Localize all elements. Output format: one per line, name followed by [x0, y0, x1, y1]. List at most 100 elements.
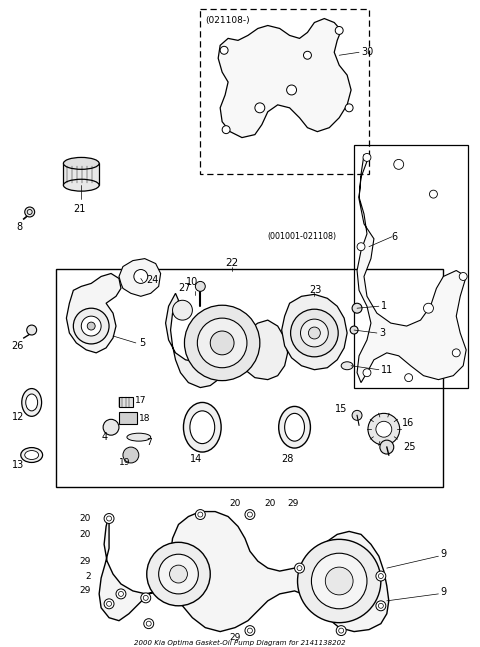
Circle shape	[184, 305, 260, 380]
Circle shape	[104, 514, 114, 523]
Text: 30: 30	[361, 47, 373, 58]
Circle shape	[159, 554, 198, 594]
Circle shape	[380, 440, 394, 454]
Circle shape	[169, 565, 187, 583]
Text: 29: 29	[288, 499, 299, 508]
Circle shape	[210, 331, 234, 355]
Circle shape	[352, 410, 362, 421]
Bar	[57, 269, 444, 487]
Circle shape	[376, 421, 392, 437]
Circle shape	[345, 104, 353, 112]
Text: 21: 21	[73, 204, 86, 214]
Text: 14: 14	[190, 454, 203, 464]
Circle shape	[430, 190, 437, 198]
Text: 24: 24	[146, 276, 158, 285]
Circle shape	[290, 309, 338, 356]
Circle shape	[195, 281, 205, 291]
Text: 10: 10	[186, 278, 199, 287]
Circle shape	[336, 626, 346, 635]
Circle shape	[309, 327, 320, 339]
Circle shape	[352, 303, 362, 313]
Text: 29: 29	[80, 556, 91, 565]
Circle shape	[405, 374, 413, 382]
Ellipse shape	[21, 448, 43, 463]
Circle shape	[25, 207, 35, 217]
Ellipse shape	[127, 433, 151, 441]
Text: 6: 6	[392, 232, 398, 242]
Text: 16: 16	[402, 418, 414, 428]
Ellipse shape	[285, 413, 304, 441]
Circle shape	[363, 153, 371, 161]
Circle shape	[298, 540, 381, 622]
Text: 12: 12	[12, 412, 24, 422]
Text: 2000 Kia Optima Gasket-Oil Pump Diagram for 2141138202: 2000 Kia Optima Gasket-Oil Pump Diagram …	[134, 639, 346, 646]
Circle shape	[222, 126, 230, 134]
Text: 13: 13	[12, 460, 24, 470]
Polygon shape	[218, 19, 351, 138]
Ellipse shape	[190, 411, 215, 444]
Polygon shape	[166, 293, 288, 388]
Text: 23: 23	[310, 285, 322, 295]
Circle shape	[303, 51, 312, 60]
Circle shape	[357, 243, 365, 250]
Text: 15: 15	[335, 404, 347, 414]
Circle shape	[147, 542, 210, 606]
Bar	[63, 164, 99, 185]
Text: 3: 3	[379, 328, 385, 338]
Circle shape	[87, 322, 95, 330]
Polygon shape	[66, 274, 121, 353]
Text: 20: 20	[80, 530, 91, 539]
Bar	[200, 8, 369, 174]
Text: 29: 29	[229, 633, 241, 642]
Circle shape	[300, 319, 328, 347]
Ellipse shape	[183, 402, 221, 452]
Text: 28: 28	[281, 454, 294, 464]
Text: 25: 25	[404, 442, 416, 452]
Circle shape	[197, 318, 247, 367]
Circle shape	[459, 272, 467, 280]
Polygon shape	[99, 512, 389, 631]
Circle shape	[81, 316, 101, 336]
Circle shape	[195, 510, 205, 520]
Circle shape	[123, 447, 139, 463]
Text: 9: 9	[440, 587, 446, 597]
Ellipse shape	[341, 362, 353, 369]
Text: 18: 18	[139, 414, 150, 423]
Circle shape	[350, 326, 358, 334]
Circle shape	[312, 553, 367, 609]
Text: 11: 11	[381, 365, 393, 375]
Circle shape	[368, 413, 400, 445]
Text: 26: 26	[12, 341, 24, 351]
Text: 20: 20	[265, 499, 276, 508]
Text: 22: 22	[225, 258, 239, 268]
Circle shape	[220, 47, 228, 54]
Text: 19: 19	[119, 459, 131, 468]
Circle shape	[134, 270, 148, 283]
Text: 5: 5	[139, 338, 145, 348]
Ellipse shape	[63, 179, 99, 191]
Circle shape	[245, 510, 255, 520]
Text: 9: 9	[440, 549, 446, 559]
Ellipse shape	[22, 389, 42, 416]
Circle shape	[255, 103, 265, 113]
Circle shape	[452, 349, 460, 356]
Text: 20: 20	[80, 514, 91, 523]
Circle shape	[423, 303, 433, 313]
Text: 27: 27	[179, 283, 191, 293]
Circle shape	[73, 308, 109, 344]
Text: (001001-021108): (001001-021108)	[268, 232, 337, 241]
Bar	[354, 144, 468, 388]
Ellipse shape	[25, 450, 38, 459]
Circle shape	[376, 571, 386, 581]
Bar	[119, 397, 133, 408]
Bar	[119, 412, 137, 424]
Text: 29: 29	[80, 586, 91, 595]
Text: 4: 4	[101, 432, 107, 442]
Circle shape	[104, 599, 114, 609]
Circle shape	[245, 626, 255, 635]
Circle shape	[295, 563, 304, 573]
Circle shape	[172, 300, 192, 320]
Polygon shape	[119, 259, 161, 296]
Text: 2: 2	[85, 571, 91, 580]
Circle shape	[116, 589, 126, 599]
